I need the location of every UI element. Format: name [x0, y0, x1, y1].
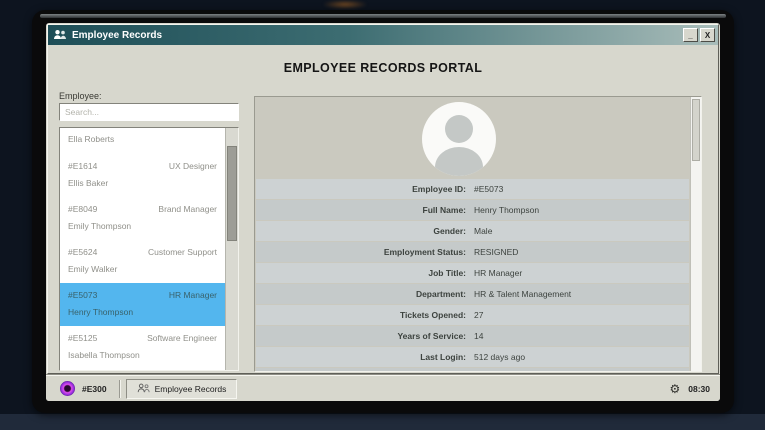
taskbar: #E300 Employee Records ⚙ 08:30 — [46, 375, 720, 401]
titlebar[interactable]: Employee Records _ X — [48, 25, 718, 45]
detail-scrollbar[interactable] — [690, 97, 701, 371]
employee-detail-panel: Employee ID: #E5073 Full Name: Henry Tho… — [254, 96, 702, 372]
detail-row: Gender: Male — [256, 221, 689, 241]
detail-row: Full Name: Henry Thompson — [256, 200, 689, 220]
employee-title: Customer Support — [148, 247, 217, 257]
list-scrollbar-thumb[interactable] — [227, 146, 237, 241]
detail-row: Employment Status: RESIGNED — [256, 242, 689, 262]
field-value: HR Manager — [474, 268, 523, 278]
list-item-partial[interactable]: Ella Roberts — [68, 134, 115, 144]
employee-list: Ella Roberts #E1614 UX Designer Ellis Ba… — [60, 128, 225, 369]
employee-title: Software Engineer — [147, 333, 217, 343]
field-value: Henry Thompson — [474, 205, 540, 215]
employee-label: Employee: — [59, 91, 102, 101]
detail-rows: Employee ID: #E5073 Full Name: Henry Tho… — [256, 179, 689, 371]
detail-row: Last Password Change: 888 days ago — [256, 368, 689, 371]
employee-id: #E5125 — [68, 333, 98, 343]
system-tray: ⚙ 08:30 — [669, 376, 720, 401]
list-item[interactable]: #E5624 Customer Support Emily Walker — [60, 240, 225, 283]
list-item-selected[interactable]: #E5073 HR Manager Henry Thompson — [60, 283, 225, 326]
start-logo-icon — [60, 381, 75, 396]
detail-scrollbar-thumb[interactable] — [692, 99, 700, 161]
field-label: Years of Service: — [397, 331, 466, 341]
background-bottom-strip — [0, 414, 765, 430]
field-label: Full Name: — [422, 205, 466, 215]
employee-title: Brand Manager — [158, 204, 217, 214]
screen: Employee Records _ X EMPLOYEE RECORDS PO… — [46, 23, 720, 401]
employee-title: UX Designer — [168, 161, 217, 171]
page-title: EMPLOYEE RECORDS PORTAL — [283, 61, 483, 75]
start-label: #E300 — [82, 383, 107, 394]
start-button[interactable]: #E300 — [46, 376, 115, 401]
field-label: Employee ID: — [412, 184, 466, 194]
field-value: Male — [474, 226, 493, 236]
field-value: 27 — [474, 310, 484, 320]
close-button[interactable]: X — [700, 28, 715, 42]
detail-row: Job Title: HR Manager — [256, 263, 689, 283]
field-value: 14 — [474, 331, 484, 341]
field-value: #E5073 — [474, 184, 504, 194]
people-icon — [54, 30, 66, 39]
employee-id: #E8049 — [68, 204, 98, 214]
monitor-top-highlight — [40, 14, 726, 18]
field-value: 512 days ago — [474, 352, 526, 362]
field-label: Job Title: — [428, 268, 466, 278]
field-label: Employment Status: — [383, 247, 466, 257]
field-label: Gender: — [433, 226, 466, 236]
employee-title: HR Manager — [168, 290, 217, 300]
avatar-shoulders — [435, 147, 483, 176]
taskbar-app-button[interactable]: Employee Records — [125, 378, 238, 399]
gear-icon[interactable]: ⚙ — [669, 381, 681, 396]
monitor-frame: Employee Records _ X EMPLOYEE RECORDS PO… — [32, 10, 734, 413]
detail-row: Tickets Opened: 27 — [256, 305, 689, 325]
detail-row: Last Login: 512 days ago — [256, 347, 689, 367]
employee-name: Henry Thompson — [68, 307, 134, 317]
employee-name: Emily Thompson — [68, 221, 132, 231]
employee-records-window: Employee Records _ X EMPLOYEE RECORDS PO… — [47, 24, 719, 374]
field-label: Tickets Opened: — [400, 310, 466, 320]
list-scrollbar[interactable] — [225, 128, 238, 370]
list-item[interactable]: #E5125 Software Engineer Isabella Thomps… — [60, 326, 225, 369]
employee-id: #E5073 — [68, 290, 98, 300]
list-item[interactable]: #E1614 UX Designer Ellis Baker — [60, 154, 225, 197]
detail-row: Department: HR & Talent Management — [256, 284, 689, 304]
clock: 08:30 — [688, 383, 710, 394]
field-value: HR & Talent Management — [474, 289, 572, 299]
search-input[interactable] — [59, 103, 239, 121]
field-value: RESIGNED — [474, 247, 519, 257]
employee-name: Emily Walker — [68, 264, 118, 274]
field-label: Department: — [415, 289, 466, 299]
employee-id: #E1614 — [68, 161, 98, 171]
window-title: Employee Records — [72, 29, 163, 41]
detail-row: Employee ID: #E5073 — [256, 179, 689, 199]
camera-glow — [322, 0, 368, 9]
people-icon — [137, 383, 150, 393]
employee-id: #E5624 — [68, 247, 98, 257]
avatar — [422, 102, 496, 176]
taskbar-app-label: Employee Records — [154, 383, 227, 394]
employee-name: Ellis Baker — [68, 178, 109, 188]
avatar-head — [445, 115, 473, 143]
employee-listbox: Ella Roberts #E1614 UX Designer Ellis Ba… — [59, 127, 239, 371]
taskbar-separator — [118, 379, 120, 398]
minimize-button[interactable]: _ — [683, 28, 698, 42]
field-label: Last Login: — [420, 352, 466, 362]
list-item[interactable]: #E8049 Brand Manager Emily Thompson — [60, 197, 225, 240]
detail-row: Years of Service: 14 — [256, 326, 689, 346]
employee-name: Isabella Thompson — [68, 350, 140, 360]
